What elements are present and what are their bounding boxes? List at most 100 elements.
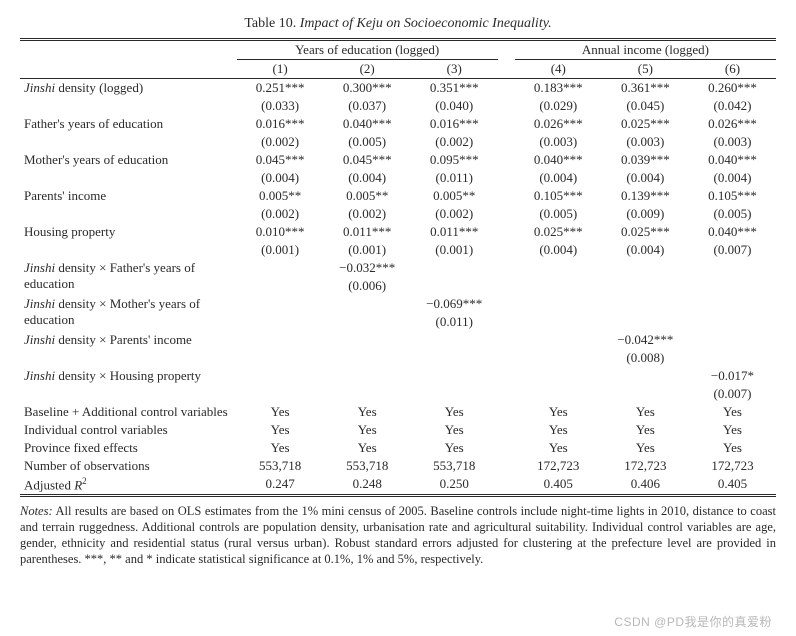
cell-value: 0.025***: [602, 223, 689, 241]
cell-value: −0.042***: [602, 331, 689, 349]
std-error: (0.002): [411, 205, 498, 223]
std-error: [515, 385, 602, 403]
se-row: (0.033)(0.037)(0.040)(0.029)(0.045)(0.04…: [20, 97, 776, 115]
cell-value: 0.025***: [515, 223, 602, 241]
cell-value: [689, 259, 776, 277]
std-error: (0.001): [411, 241, 498, 259]
std-error: (0.002): [324, 205, 411, 223]
cell-value: 0.351***: [411, 79, 498, 98]
cell-value: [411, 367, 498, 385]
row-label: Parents' income: [20, 187, 237, 205]
std-error: [237, 349, 324, 367]
cell-value: [515, 367, 602, 385]
cell-value: −0.017*: [689, 367, 776, 385]
std-error: (0.040): [411, 97, 498, 115]
cell-value: Yes: [515, 403, 602, 421]
cell-value: Yes: [237, 403, 324, 421]
coef-row: Jinshi density × Housing property−0.017*: [20, 367, 776, 385]
cell-value: [411, 259, 498, 277]
std-error: [237, 277, 324, 295]
std-error: (0.004): [689, 169, 776, 187]
cell-value: Yes: [324, 403, 411, 421]
row-label: Father's years of education: [20, 115, 237, 133]
cell-value: Yes: [237, 421, 324, 439]
cell-value: 172,723: [602, 457, 689, 475]
se-row: (0.001)(0.001)(0.001)(0.004)(0.004)(0.00…: [20, 241, 776, 259]
cell-value: 0.005**: [237, 187, 324, 205]
se-row: (0.002)(0.005)(0.002)(0.003)(0.003)(0.00…: [20, 133, 776, 151]
std-error: (0.004): [237, 169, 324, 187]
cell-value: 0.039***: [602, 151, 689, 169]
row-label: Jinshi density × Father's years of educa…: [20, 259, 237, 295]
cell-value: 0.016***: [237, 115, 324, 133]
cell-value: 0.251***: [237, 79, 324, 98]
std-error: [237, 385, 324, 403]
cell-value: 0.040***: [515, 151, 602, 169]
cell-value: 553,718: [324, 457, 411, 475]
std-error: (0.005): [515, 205, 602, 223]
col-num: (6): [689, 60, 776, 79]
cell-value: [689, 295, 776, 313]
cell-value: 0.045***: [237, 151, 324, 169]
std-error: (0.008): [602, 349, 689, 367]
std-error: (0.003): [602, 133, 689, 151]
cell-value: [411, 331, 498, 349]
std-error: (0.004): [324, 169, 411, 187]
std-error: (0.001): [324, 241, 411, 259]
std-error: (0.002): [411, 133, 498, 151]
nobs-row: Number of observations553,718553,718553,…: [20, 457, 776, 475]
cell-value: 0.095***: [411, 151, 498, 169]
row-label: Jinshi density (logged): [20, 79, 237, 98]
cell-value: [602, 295, 689, 313]
cell-value: Yes: [602, 439, 689, 457]
cell-value: Yes: [411, 421, 498, 439]
std-error: (0.004): [602, 241, 689, 259]
cell-value: [237, 259, 324, 277]
cell-value: 0.250: [411, 475, 498, 496]
std-error: [602, 313, 689, 331]
coef-row: Parents' income0.005**0.005**0.005**0.10…: [20, 187, 776, 205]
cell-value: 0.406: [602, 475, 689, 496]
std-error: [411, 349, 498, 367]
std-error: [515, 349, 602, 367]
col-num: (1): [237, 60, 324, 79]
cell-value: 0.005**: [411, 187, 498, 205]
cell-value: Yes: [602, 403, 689, 421]
col-num: (2): [324, 60, 411, 79]
row-label: Number of observations: [20, 457, 237, 475]
cell-value: 0.183***: [515, 79, 602, 98]
cell-value: Yes: [411, 403, 498, 421]
se-row: (0.002)(0.002)(0.002)(0.005)(0.009)(0.00…: [20, 205, 776, 223]
col-num: (4): [515, 60, 602, 79]
row-label: Jinshi density × Housing property: [20, 367, 237, 403]
control-row: Province fixed effectsYesYesYesYesYesYes: [20, 439, 776, 457]
cell-value: Yes: [689, 421, 776, 439]
cell-value: Yes: [602, 421, 689, 439]
std-error: [411, 385, 498, 403]
table-notes: Notes: All results are based on OLS esti…: [20, 503, 776, 567]
std-error: (0.004): [515, 241, 602, 259]
cell-value: 0.247: [237, 475, 324, 496]
row-label: Jinshi density × Parents' income: [20, 331, 237, 367]
coef-row: Jinshi density × Father's years of educa…: [20, 259, 776, 277]
std-error: (0.002): [237, 205, 324, 223]
std-error: [602, 385, 689, 403]
std-error: (0.002): [237, 133, 324, 151]
row-label: Adjusted R2: [20, 475, 237, 496]
cell-value: 0.010***: [237, 223, 324, 241]
cell-value: Yes: [237, 439, 324, 457]
cell-value: [324, 295, 411, 313]
std-error: [515, 313, 602, 331]
row-label: Individual control variables: [20, 421, 237, 439]
cell-value: [515, 331, 602, 349]
cell-value: 0.011***: [324, 223, 411, 241]
row-label: Housing property: [20, 223, 237, 241]
coef-row: Jinshi density × Mother's years of educa…: [20, 295, 776, 313]
std-error: [324, 349, 411, 367]
cell-value: 0.139***: [602, 187, 689, 205]
std-error: (0.042): [689, 97, 776, 115]
coef-row: Jinshi density × Parents' income−0.042**…: [20, 331, 776, 349]
std-error: [324, 385, 411, 403]
cell-value: 0.045***: [324, 151, 411, 169]
std-error: [689, 313, 776, 331]
